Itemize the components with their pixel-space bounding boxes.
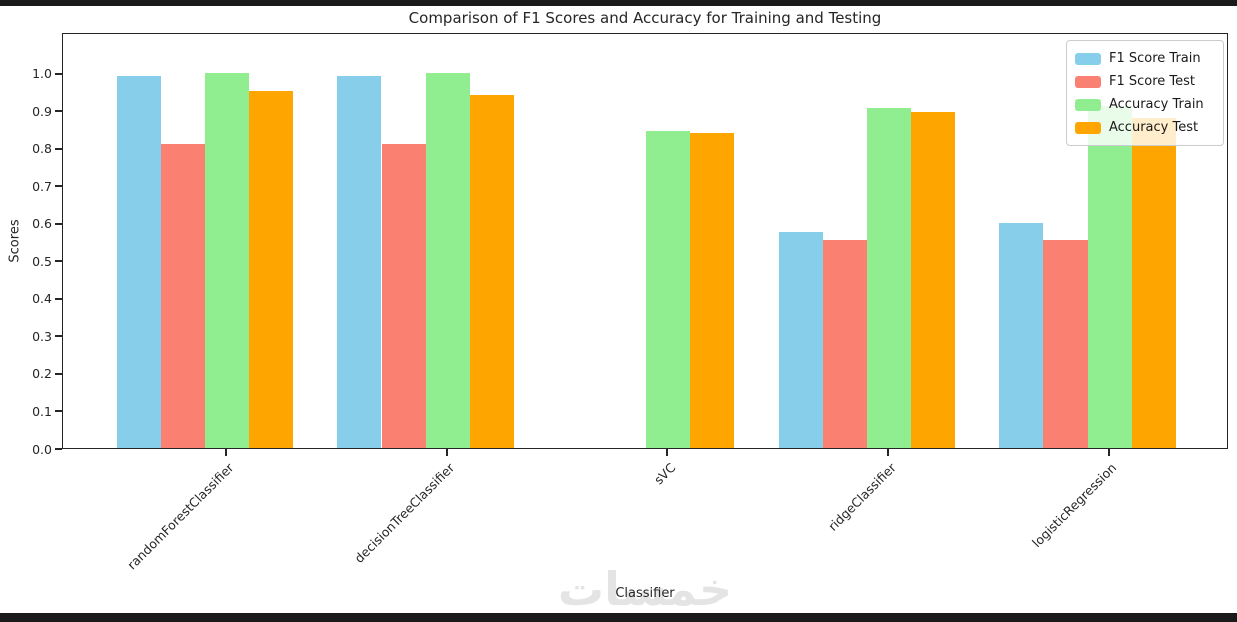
y-tick-mark <box>55 185 62 188</box>
legend-item: F1 Score Test <box>1075 70 1215 93</box>
plot-area <box>62 33 1228 449</box>
y-tick-mark <box>55 372 62 375</box>
y-tick-mark <box>55 72 62 75</box>
legend-swatch-icon <box>1075 75 1101 88</box>
bar-f1-score-test-logisticRegression <box>1043 239 1088 448</box>
x-tick-mark <box>886 449 889 456</box>
x-tick-label: logisticRegression <box>1028 460 1120 551</box>
bar-f1-score-train-ridgeClassifier <box>778 232 823 448</box>
x-tick-label: sVC <box>650 460 678 488</box>
y-tick-label: 0.6 <box>32 216 52 232</box>
y-tick-label: 0.9 <box>32 103 52 119</box>
y-tick-label: 0.8 <box>32 141 52 157</box>
watermark-text: خمسات <box>557 562 733 616</box>
legend-label: Accuracy Train <box>1109 97 1204 112</box>
bar-accuracy-test-sVC <box>690 132 735 448</box>
y-tick-mark <box>55 335 62 338</box>
y-tick-label: 0.0 <box>32 441 52 457</box>
x-tick-mark <box>445 449 448 456</box>
bar-f1-score-train-decisionTreeClassifier <box>337 76 382 448</box>
x-axis-label: Classifier <box>615 586 675 601</box>
y-tick-mark <box>55 110 62 113</box>
bar-accuracy-train-ridgeClassifier <box>866 108 911 448</box>
legend-swatch-icon <box>1075 52 1101 65</box>
bar-accuracy-train-randomForestClassifier <box>204 73 250 448</box>
y-tick-label: 0.5 <box>32 253 52 269</box>
bottom-letterbox-bar <box>0 613 1237 622</box>
bar-f1-score-test-decisionTreeClassifier <box>381 143 426 448</box>
x-tick-mark <box>225 449 227 456</box>
bar-accuracy-test-ridgeClassifier <box>911 111 956 448</box>
bar-accuracy-test-randomForestClassifier <box>249 91 294 448</box>
legend-item: Accuracy Train <box>1075 93 1215 116</box>
bar-accuracy-test-logisticRegression <box>1131 117 1176 448</box>
y-tick-mark <box>55 147 62 150</box>
legend-label: F1 Score Test <box>1109 74 1196 89</box>
bar-f1-score-train-randomForestClassifier <box>116 76 161 448</box>
x-tick-label: randomForestClassifier <box>124 460 237 573</box>
legend-item: F1 Score Train <box>1075 47 1215 70</box>
bar-accuracy-train-decisionTreeClassifier <box>425 73 470 448</box>
y-tick-label: 0.3 <box>32 328 52 344</box>
bar-f1-score-test-randomForestClassifier <box>160 143 205 448</box>
x-tick-mark <box>1107 449 1110 456</box>
y-tick-mark <box>55 448 62 450</box>
legend: F1 Score Train F1 Score Test Accuracy Trai… <box>1066 40 1224 146</box>
legend-label: F1 Score Train <box>1109 51 1201 66</box>
x-tick-label: decisionTreeClassifier <box>351 460 458 566</box>
chart-title: Comparison of F1 Scores and Accuracy for… <box>408 9 882 27</box>
y-tick-label: 0.7 <box>32 178 52 194</box>
y-tick-label: 0.4 <box>32 291 52 307</box>
top-letterbox-bar <box>0 0 1237 6</box>
y-tick-mark <box>55 410 62 413</box>
bar-accuracy-train-logisticRegression <box>1087 106 1132 448</box>
y-tick-mark <box>55 260 62 263</box>
bar-accuracy-test-decisionTreeClassifier <box>469 95 514 448</box>
legend-swatch-icon <box>1075 98 1101 111</box>
legend-label: Accuracy Test <box>1109 120 1199 135</box>
y-tick-label: 0.1 <box>32 403 52 419</box>
y-tick-label: 0.2 <box>32 366 52 382</box>
bar-f1-score-train-logisticRegression <box>999 222 1044 448</box>
x-tick-label: ridgeClassifier <box>824 460 899 534</box>
bar-accuracy-train-sVC <box>646 130 691 448</box>
y-tick-mark <box>55 222 62 225</box>
y-tick-mark <box>55 297 62 300</box>
y-tick-label: 1.0 <box>32 66 52 82</box>
bar-f1-score-test-ridgeClassifier <box>822 239 867 448</box>
legend-item: Accuracy Test <box>1075 116 1215 139</box>
x-tick-mark <box>666 449 669 456</box>
legend-swatch-icon <box>1075 121 1101 134</box>
